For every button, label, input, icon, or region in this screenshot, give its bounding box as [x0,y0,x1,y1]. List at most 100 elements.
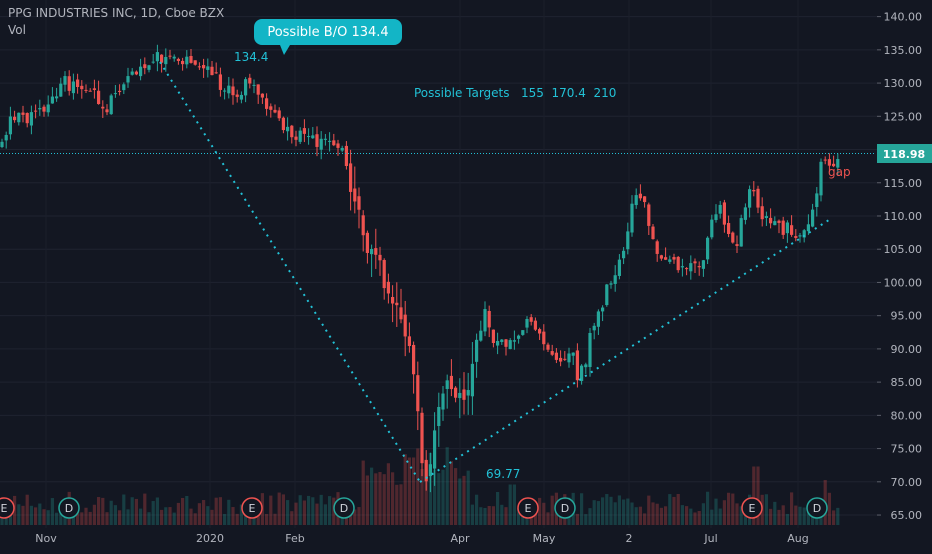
candle-body [323,138,327,140]
candle-body [269,106,273,110]
marker-circle [806,497,828,519]
candle-body [151,61,155,63]
candle-body [756,188,760,208]
earnings-marker[interactable]: E [741,497,763,519]
candle-body [550,351,554,355]
volume-bar [399,484,403,525]
volume-bar [265,513,269,525]
volume-bar [143,493,147,525]
volume-bar [512,484,516,525]
candle-body [130,71,134,75]
volume-bar [693,512,697,525]
volume-bar [508,484,512,525]
candle-body [353,188,357,202]
candle-body [470,363,474,397]
candle-body [806,224,810,232]
volume-bar [672,496,676,525]
volume-bar [286,500,290,525]
bo-callout[interactable]: Possible B/O 134.4 [254,19,402,55]
price-tick-label: 65.00 [891,509,923,522]
candle-body [546,344,550,350]
volume-bar [651,502,655,525]
earnings-marker[interactable]: E [517,497,539,519]
candle-body [412,344,416,375]
candle-body [626,231,630,250]
candle-body [185,56,189,65]
volume-bar [794,505,798,525]
earnings-marker[interactable]: E [0,497,15,519]
price-tick-label: 105.00 [884,243,923,256]
candle-body [17,112,21,123]
candle-body [525,318,529,328]
volume-bar [88,511,92,525]
volume-bar [319,494,323,525]
candle-body [286,126,290,132]
volume-bar [752,466,756,525]
last-price-tag: 118.98 [883,148,925,161]
candle-body [340,147,344,151]
candle-body [181,60,185,65]
volume-bar [449,461,453,525]
volume-bar [735,503,739,525]
candle-body [391,297,395,304]
candle-body [189,56,193,63]
candles [0,44,840,493]
candle-body [827,159,831,166]
candle-body [202,65,206,69]
volume-bar [370,467,374,525]
candle-body [13,116,17,121]
volume-bar [802,507,806,525]
candle-body [496,340,500,346]
candle-body [168,55,172,57]
volume-bar [139,508,143,525]
volume-bar [806,507,810,525]
candle-body [588,332,592,368]
volume-bar [185,496,189,525]
earnings-marker[interactable]: E [241,497,263,519]
volume-bar [50,498,54,525]
candle-body [223,90,227,92]
candle-body [676,256,680,271]
candle-body [680,266,684,268]
volume-bar [172,512,176,525]
price-tick-label: 115.00 [884,177,923,190]
volume-label[interactable]: Vol [8,23,26,37]
volume-bar [487,505,491,525]
dividend-marker[interactable]: D [333,497,355,519]
candle-body [294,136,298,140]
symbol-line[interactable]: PPG INDUSTRIES INC, 1D, Cboe BZX [8,6,225,20]
time-axis[interactable]: Nov 2020 Feb Apr May 2 Jul Aug [35,532,808,545]
candle-body [34,110,38,112]
volume-bar [122,494,126,525]
last-price-tag-bg [877,144,932,163]
time-tick-label: Jul [703,532,717,545]
uptrend-line[interactable] [419,217,833,483]
volume-bar [416,448,420,525]
candle-body [336,143,340,148]
dividend-marker[interactable]: D [58,497,80,519]
candle-body [508,340,512,350]
volume-bar [617,495,621,525]
candle-body [298,130,302,142]
candle-body [483,309,487,332]
volume-bar [655,503,659,525]
candle-body [378,254,382,261]
candle-body [80,85,84,90]
volume-bar [218,497,222,525]
downtrend-line[interactable] [159,61,421,483]
dividend-marker[interactable]: D [554,497,576,519]
candle-body [252,84,256,86]
volume-bar [239,504,243,525]
candle-body [29,112,33,126]
candle-body [794,236,798,238]
candle-body [71,81,75,94]
volume-bar [328,496,332,525]
dividend-marker[interactable]: D [806,497,828,519]
volume-bar [42,509,46,525]
price-tick-label: 95.00 [891,310,923,323]
volume-bar [412,457,416,525]
volume-bar [59,512,63,525]
volume-bar [605,494,609,525]
